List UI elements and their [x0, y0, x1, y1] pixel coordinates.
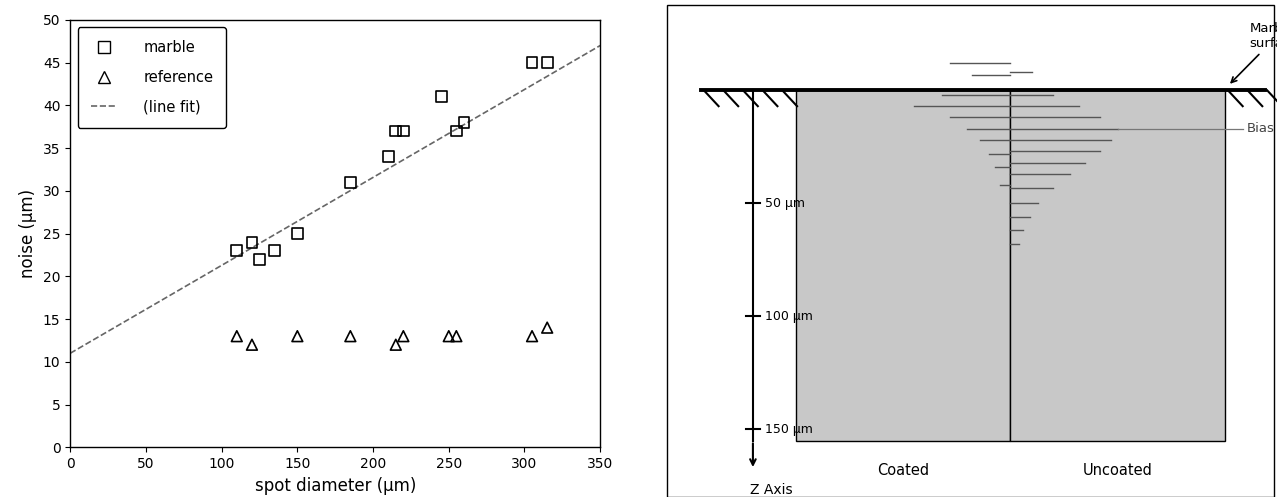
- Point: [226, 247, 246, 254]
- Point: [241, 238, 262, 246]
- Point: [340, 178, 360, 186]
- Bar: [796, 90, 1010, 440]
- Text: Z Axis: Z Axis: [750, 484, 793, 497]
- Text: Coated: Coated: [877, 463, 930, 478]
- Point: [378, 153, 398, 161]
- Point: [241, 341, 262, 349]
- Legend: marble, reference, (line fit): marble, reference, (line fit): [78, 27, 226, 128]
- Point: [393, 332, 414, 340]
- Y-axis label: noise (μm): noise (μm): [19, 189, 37, 278]
- Point: [453, 118, 474, 126]
- Point: [287, 332, 308, 340]
- Text: Uncoated: Uncoated: [1083, 463, 1153, 478]
- Point: [226, 332, 246, 340]
- Point: [386, 341, 406, 349]
- Text: Bias: Bias: [1246, 122, 1274, 135]
- Point: [438, 332, 458, 340]
- Point: [287, 230, 308, 238]
- Point: [536, 324, 557, 331]
- Point: [264, 247, 285, 254]
- Point: [446, 127, 466, 135]
- Point: [340, 332, 360, 340]
- Point: [536, 59, 557, 67]
- X-axis label: spot diameter (μm): spot diameter (μm): [254, 477, 416, 495]
- Point: [249, 255, 269, 263]
- Text: Marble's
surface: Marble's surface: [1231, 22, 1277, 83]
- Text: 100 μm: 100 μm: [765, 310, 813, 323]
- Bar: [1010, 90, 1225, 440]
- Point: [430, 93, 452, 101]
- Point: [386, 127, 406, 135]
- Point: [522, 59, 543, 67]
- Text: 50 μm: 50 μm: [765, 197, 806, 210]
- Point: [393, 127, 414, 135]
- Text: 150 μm: 150 μm: [765, 423, 813, 436]
- Point: [446, 332, 466, 340]
- Point: [522, 332, 543, 340]
